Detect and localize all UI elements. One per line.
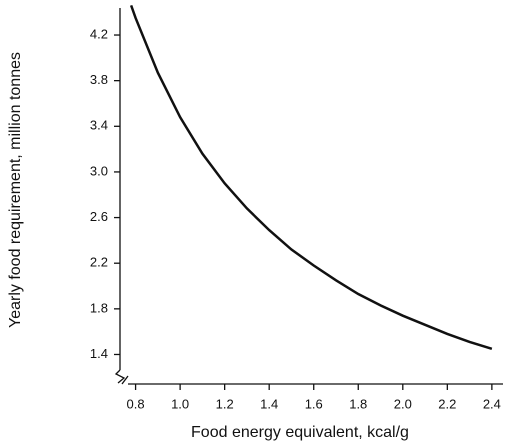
y-tick-label: 3.0 bbox=[90, 163, 108, 178]
x-tick-label: 1.6 bbox=[305, 396, 323, 411]
x-tick-label: 2.0 bbox=[394, 396, 412, 411]
axis-break bbox=[121, 375, 129, 385]
x-axis-title: Food energy equivalent, kcal/g bbox=[191, 424, 409, 441]
y-tick-label: 2.2 bbox=[90, 255, 108, 270]
y-tick-label: 1.8 bbox=[90, 300, 108, 315]
x-tick-label: 2.2 bbox=[438, 396, 456, 411]
y-axis-title: Yearly food requirement, million tonnes bbox=[7, 52, 24, 328]
curve bbox=[129, 4, 493, 350]
axis-break bbox=[114, 369, 126, 384]
y-tick-label: 3.8 bbox=[90, 72, 108, 87]
x-tick-label: 2.4 bbox=[483, 396, 501, 411]
y-tick-label: 4.2 bbox=[90, 26, 108, 41]
x-tick-label: 1.8 bbox=[349, 396, 367, 411]
x-tick-label: 0.8 bbox=[127, 396, 145, 411]
x-tick-label: 1.4 bbox=[260, 396, 278, 411]
x-tick-label: 1.2 bbox=[216, 396, 234, 411]
y-tick-label: 3.4 bbox=[90, 118, 108, 133]
y-tick-label: 2.6 bbox=[90, 209, 108, 224]
x-tick-label: 1.0 bbox=[171, 396, 189, 411]
y-tick-label: 1.4 bbox=[90, 346, 108, 361]
